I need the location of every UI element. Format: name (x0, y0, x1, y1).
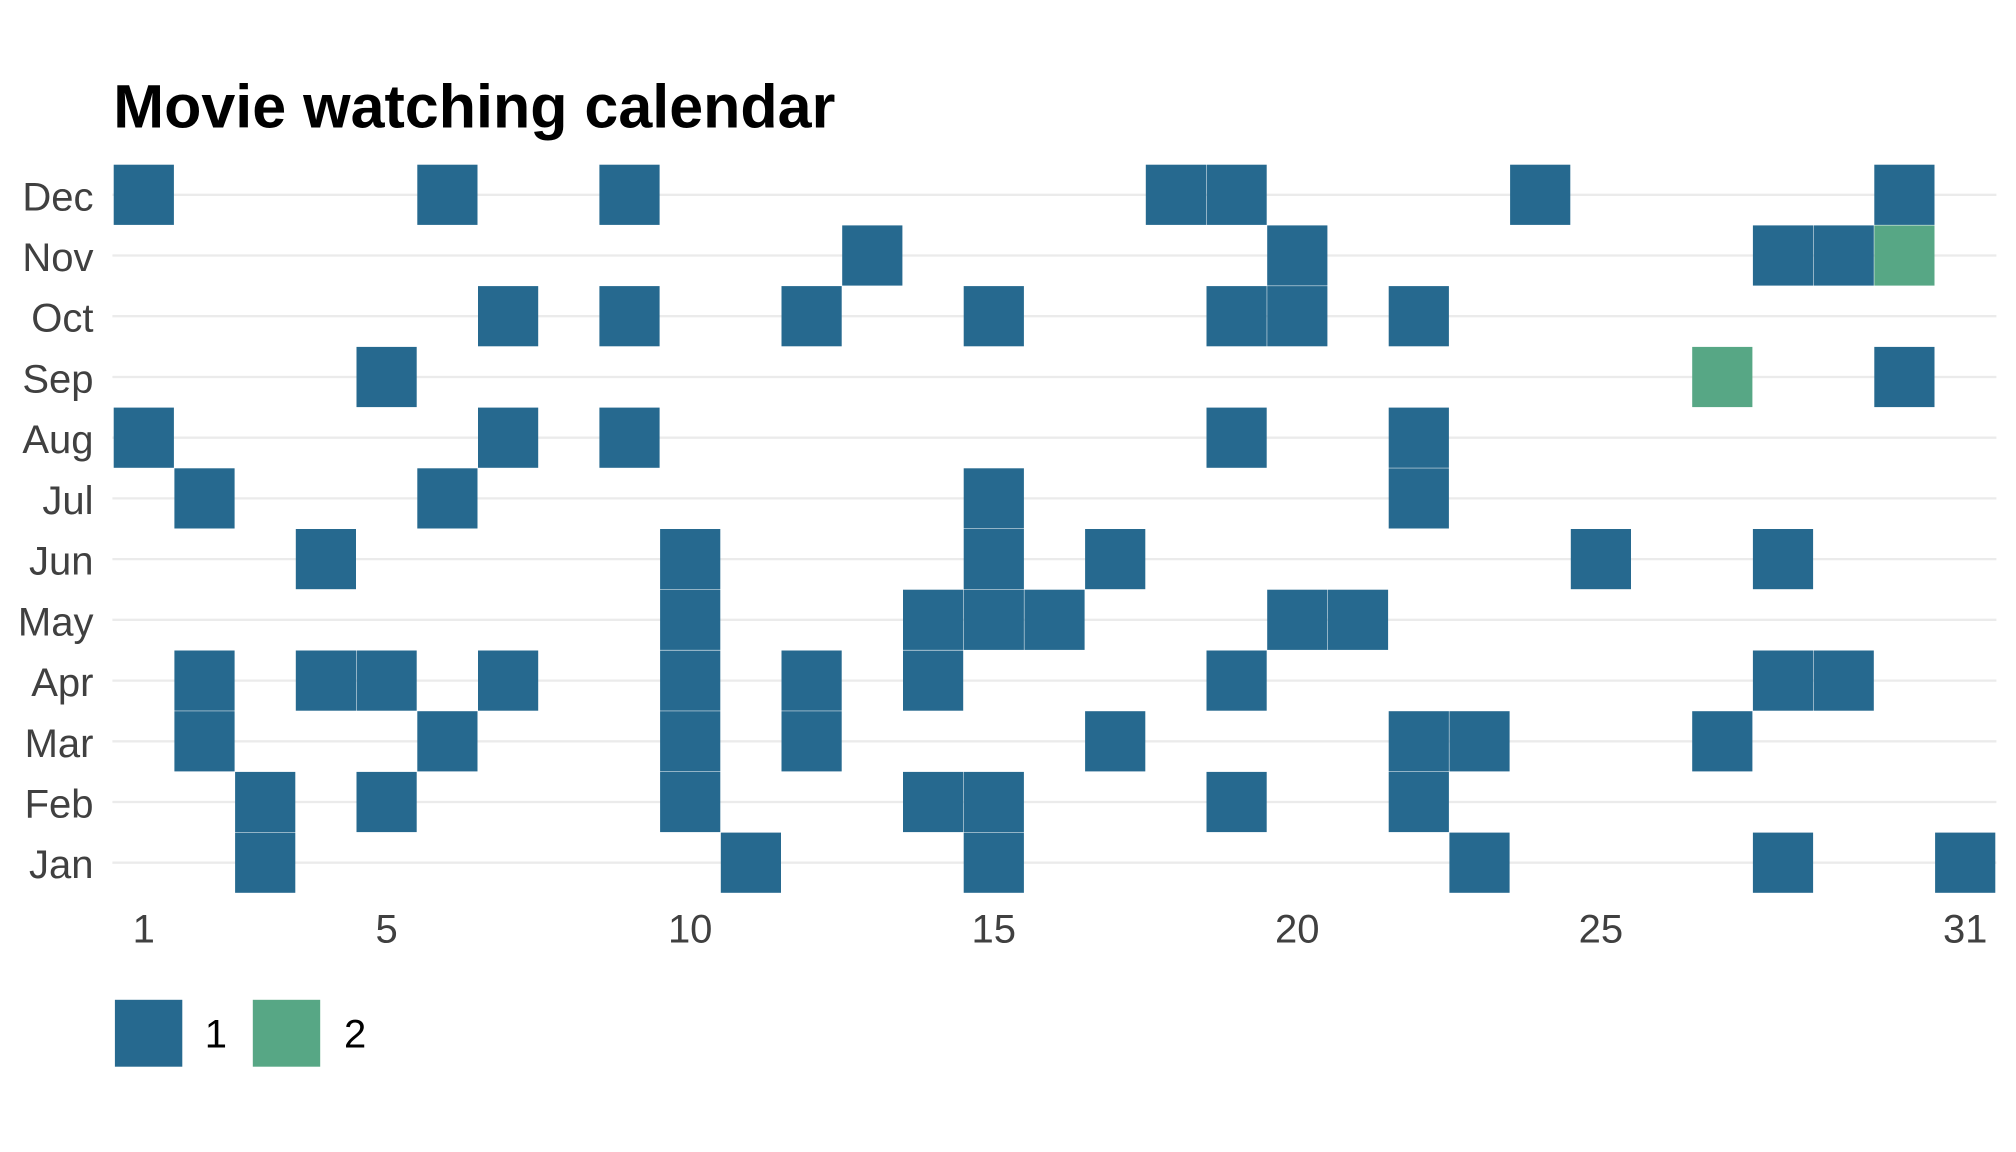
svg-text:Sep: Sep (22, 358, 93, 402)
svg-text:Dec: Dec (22, 175, 93, 219)
svg-text:25: 25 (1579, 908, 1624, 952)
svg-text:1: 1 (133, 908, 155, 952)
svg-text:Oct: Oct (31, 297, 93, 341)
svg-text:Movie watching calendar: Movie watching calendar (113, 73, 835, 141)
svg-text:2: 2 (344, 1013, 366, 1057)
svg-text:Nov: Nov (22, 236, 93, 280)
svg-text:Mar: Mar (25, 722, 94, 766)
svg-text:Aug: Aug (22, 418, 93, 462)
svg-text:10: 10 (668, 908, 713, 952)
svg-text:1: 1 (205, 1013, 227, 1057)
svg-text:Jul: Jul (42, 479, 93, 523)
svg-text:May: May (18, 600, 94, 644)
svg-text:Jan: Jan (29, 843, 94, 887)
svg-text:31: 31 (1943, 908, 1988, 952)
svg-text:5: 5 (375, 908, 397, 952)
svg-text:Apr: Apr (31, 661, 93, 705)
svg-text:Feb: Feb (25, 783, 94, 827)
svg-text:15: 15 (972, 908, 1017, 952)
svg-text:Jun: Jun (29, 540, 94, 584)
svg-text:20: 20 (1275, 908, 1320, 952)
